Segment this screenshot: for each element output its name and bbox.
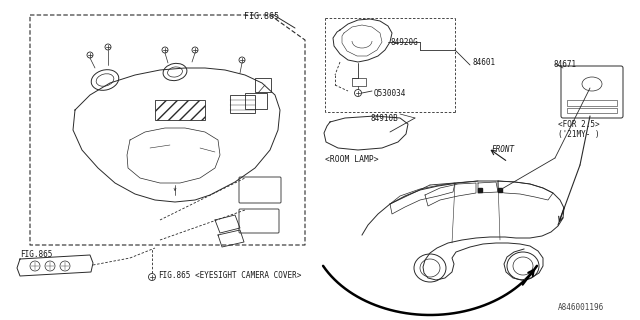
Text: FIG.865: FIG.865 — [244, 12, 279, 21]
Text: FIG.865: FIG.865 — [158, 270, 190, 279]
Text: <EYESIGHT CAMERA COVER>: <EYESIGHT CAMERA COVER> — [195, 270, 301, 279]
Text: 84671: 84671 — [553, 60, 576, 69]
Bar — [245, 93, 267, 109]
Bar — [352, 78, 366, 86]
Text: <ROOM LAMP>: <ROOM LAMP> — [325, 155, 379, 164]
Text: FIG.865: FIG.865 — [20, 250, 52, 259]
Text: 84601: 84601 — [472, 58, 495, 67]
Bar — [255, 78, 271, 92]
Bar — [155, 100, 205, 120]
Bar — [567, 100, 617, 106]
Text: 84920G: 84920G — [390, 38, 418, 47]
Text: <FOR 2.5>: <FOR 2.5> — [558, 120, 600, 129]
Bar — [230, 95, 255, 113]
Bar — [567, 108, 617, 113]
Text: ('21MY- ): ('21MY- ) — [558, 130, 600, 139]
Text: A846001196: A846001196 — [558, 303, 604, 312]
Text: FRONT: FRONT — [492, 145, 515, 154]
Text: Q530034: Q530034 — [374, 89, 406, 98]
Text: 84910B: 84910B — [370, 114, 397, 123]
